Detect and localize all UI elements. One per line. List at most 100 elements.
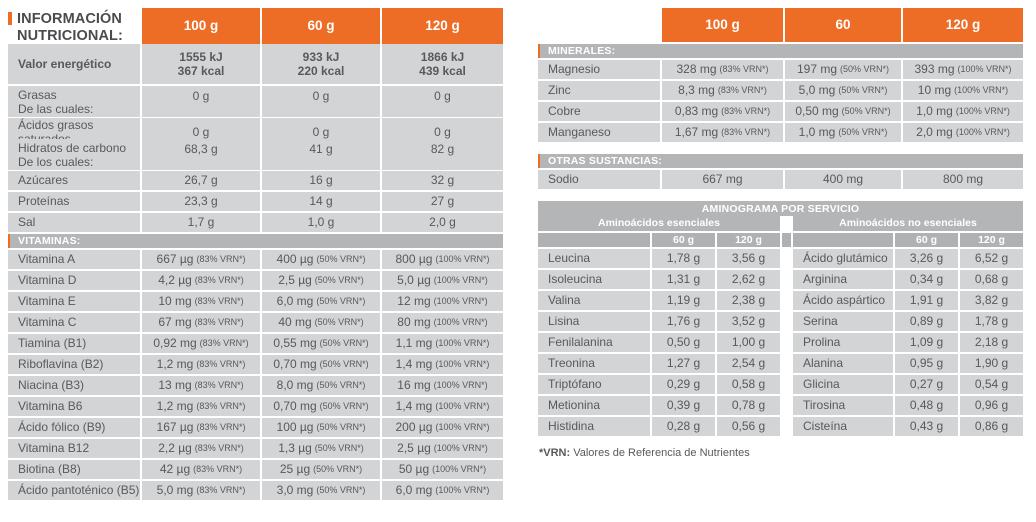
vrn-note: (50% VRN*) — [316, 254, 366, 265]
value-cell: 5,0 mg (83% VRN*) — [142, 481, 260, 500]
value-cell: 800 mg — [903, 170, 1023, 189]
table-row: Isoleucina 1,31 g 2,62 g Arginina 0,34 g 0,68… — [538, 270, 1023, 289]
value-cell: 0,56 g — [717, 417, 780, 436]
minerals-section-header: MINERALES: — [538, 44, 1023, 58]
value-main: 50 µg — [398, 462, 430, 477]
table-row: Ácidos grasos saturados0 g0 g0 g — [8, 118, 503, 147]
essential-aminos-header: Aminoácidos esenciales — [538, 216, 780, 231]
value-main: 167 µg — [156, 420, 194, 435]
left-table-body: Valor energético 1555 kJ 367 kcal 933 kJ 220… — [8, 44, 503, 232]
value-main: 2,0 mg — [916, 125, 953, 140]
nonessential-col-header-120g: 120 g — [960, 233, 1023, 247]
value-line: 367 kcal — [177, 64, 225, 78]
row-label: Histidina — [538, 417, 650, 436]
vrn-note: (50% VRN*) — [840, 64, 890, 75]
row-label: Hidratos de carbono De los cuales: — [8, 139, 140, 170]
column-divider — [782, 417, 791, 436]
vrn-note: (100% VRN*) — [435, 401, 490, 412]
value-main: 8,0 mg — [276, 378, 314, 393]
value-line: 220 kcal — [297, 64, 345, 78]
row-label: Vitamina A — [8, 250, 140, 269]
value-main: 1,3 µg — [278, 441, 312, 456]
value-main: 1,0 mg — [798, 125, 836, 140]
page-title-text: INFORMACIÓN NUTRICIONAL: — [17, 11, 123, 44]
row-label: Riboflavina (B2) — [8, 355, 140, 374]
right-table-header-spacer — [538, 8, 660, 42]
value-cell: 1,91 g — [895, 291, 958, 310]
vrn-note: (83% VRN*) — [196, 485, 246, 496]
aminogram-title: AMINOGRAMA POR SERVICIO — [538, 201, 1023, 216]
value-cell: 3,52 g — [717, 312, 780, 331]
value-cell: 0,58 g — [717, 375, 780, 394]
essential-col-header-60g: 60 g — [652, 233, 715, 247]
value-main: 42 µg — [159, 462, 191, 477]
row-label: Lisina — [538, 312, 650, 331]
row-label: Proteínas — [8, 192, 140, 211]
other-substances-body: Sodio 667 mg 400 mg 800 mg — [538, 170, 1023, 189]
row-label: Ácido pantoténico (B5) — [8, 481, 140, 500]
nonessential-aminos-header: Aminoácidos no esenciales — [793, 216, 1023, 231]
value-cell: 400 mg — [785, 170, 901, 189]
value-main: 1,1 mg — [395, 336, 433, 351]
value-cell: 3,82 g — [960, 291, 1023, 310]
value-cell: 40 mg (50% VRN*) — [262, 313, 380, 332]
value-cell: 1,78 g — [652, 249, 715, 268]
value-cell: 2,0 g — [382, 213, 503, 232]
value-main: 0,70 mg — [273, 399, 317, 414]
row-label: Ácido aspártico — [793, 291, 893, 310]
value-main: 40 mg — [278, 315, 312, 330]
value-cell: 800 µg (100% VRN*) — [382, 250, 503, 269]
value-cell: 0,39 g — [652, 396, 715, 415]
row-label: Cisteína — [793, 417, 893, 436]
value-cell: 0,68 g — [960, 270, 1023, 289]
value-cell: 0,50 g — [652, 333, 715, 352]
value-main: 80 mg — [397, 315, 431, 330]
value-cell: 667 µg (83% VRN*) — [142, 250, 260, 269]
vrn-note: (50% VRN*) — [314, 275, 364, 286]
row-label-line: Grasas — [18, 88, 57, 102]
vitamins-section-header: VITAMINAS: — [8, 234, 503, 248]
row-label: Cobre — [538, 102, 660, 121]
vrn-note: (83% VRN*) — [194, 317, 244, 328]
table-row: Sal 1,7 g 1,0 g 2,0 g — [8, 213, 503, 232]
value-cell: 1,4 mg (100% VRN*) — [382, 355, 503, 374]
row-label: Treonina — [538, 354, 650, 373]
right-nutrition-table: 100 g 60 120 g MINERALES: Magnesio 328 mg… — [538, 8, 1023, 459]
vrn-note: (50% VRN*) — [316, 380, 366, 391]
value-cell: 1,67 mg (83% VRN*) — [662, 123, 783, 142]
table-row: Histidina 0,28 g 0,56 g Cisteína 0,43 g 0,86 … — [538, 417, 1023, 436]
value-main: 10 mg — [917, 83, 952, 98]
value-main: 100 µg — [276, 420, 314, 435]
table-row: Vitamina B6 1,2 mg (83% VRN*) 0,70 mg (50% V… — [8, 397, 503, 416]
value-cell: 50 µg (100% VRN*) — [382, 460, 503, 479]
aminogram-subheader-row: 60 g 120 g 60 g 120 g — [538, 233, 1023, 247]
value-cell: 667 mg — [662, 170, 783, 189]
value-cell: 68,3 g — [142, 139, 260, 170]
value-main: 200 µg — [395, 420, 433, 435]
table-row: Zinc 8,3 mg (83% VRN*) 5,0 mg (50% VRN*) 10 m… — [538, 81, 1023, 100]
left-column-header-120g: 120 g — [382, 8, 503, 45]
value-cell: 1,31 g — [652, 270, 715, 289]
value-cell: 1866 kJ 439 kcal — [382, 44, 503, 84]
value-main: 0,92 mg — [153, 336, 197, 351]
vrn-footnote-label: *VRN: — [539, 447, 571, 459]
row-label: Biotina (B8) — [8, 460, 140, 479]
value-cell: 41 g — [262, 139, 380, 170]
vrn-note: (50% VRN*) — [314, 317, 364, 328]
left-column-header-100g: 100 g — [142, 8, 260, 45]
value-cell: 1,00 g — [717, 333, 780, 352]
value-cell: 0,86 g — [960, 417, 1023, 436]
amino-subheader-center — [782, 233, 791, 247]
right-column-header-60: 60 — [785, 8, 901, 42]
value-cell: 1,27 g — [652, 354, 715, 373]
value-cell: 0,48 g — [895, 396, 958, 415]
table-row: Tiamina (B1) 0,92 mg (83% VRN*) 0,55 mg (50%… — [8, 334, 503, 353]
vrn-note: (100% VRN*) — [433, 275, 488, 286]
value-main: 0,70 mg — [273, 357, 317, 372]
vrn-note: (100% VRN*) — [954, 85, 1009, 96]
table-row: Leucina 1,78 g 3,56 g Ácido glutámico 3,26 g… — [538, 249, 1023, 268]
table-row: Vitamina E 10 mg (83% VRN*) 6,0 mg (50% VRN*… — [8, 292, 503, 311]
value-cell: 2,0 mg (100% VRN*) — [903, 123, 1023, 142]
column-divider — [782, 354, 791, 373]
